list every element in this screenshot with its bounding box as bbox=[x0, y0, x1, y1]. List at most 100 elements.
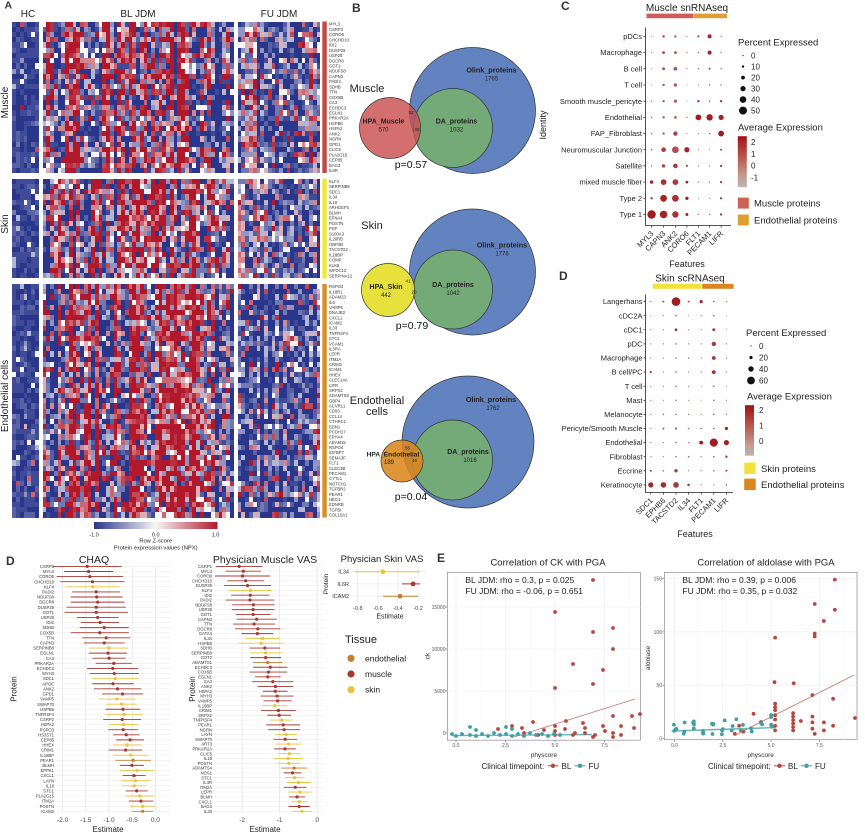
svg-text:Neuromuscular Junction: Neuromuscular Junction bbox=[561, 145, 642, 154]
svg-text:55: 55 bbox=[405, 446, 411, 451]
svg-text:COMP: COMP bbox=[329, 258, 342, 263]
svg-text:Smooth muscle_pericyte: Smooth muscle_pericyte bbox=[560, 97, 642, 106]
svg-text:p=0.04: p=0.04 bbox=[395, 491, 428, 503]
svg-text:IDI2: IDI2 bbox=[329, 43, 337, 48]
svg-text:EGLN1: EGLN1 bbox=[198, 674, 212, 679]
svg-text:E: E bbox=[437, 551, 445, 565]
svg-text:ICAM2: ICAM2 bbox=[332, 594, 349, 600]
svg-text:PEAR1: PEAR1 bbox=[329, 492, 343, 497]
svg-text:SRPX2: SRPX2 bbox=[329, 388, 343, 393]
svg-text:Estimate: Estimate bbox=[249, 825, 281, 834]
svg-text:10000: 10000 bbox=[432, 647, 446, 653]
svg-text:cDC1: cDC1 bbox=[624, 325, 643, 334]
svg-text:PADI2: PADI2 bbox=[42, 590, 54, 595]
svg-text:POSTN: POSTN bbox=[198, 761, 212, 766]
svg-text:COX5B: COX5B bbox=[329, 95, 343, 100]
svg-text:ECHDC3: ECHDC3 bbox=[329, 105, 347, 110]
svg-text:0.0: 0.0 bbox=[151, 817, 160, 824]
svg-text:Protein: Protein bbox=[188, 676, 197, 701]
svg-text:IL18R1: IL18R1 bbox=[329, 289, 343, 294]
svg-text:0.0: 0.0 bbox=[453, 743, 460, 749]
svg-text:SWAP70: SWAP70 bbox=[37, 702, 55, 707]
svg-text:MYL3: MYL3 bbox=[201, 569, 213, 574]
svg-text:CLEC3B: CLEC3B bbox=[329, 466, 345, 471]
svg-text:7.5: 7.5 bbox=[816, 743, 823, 749]
svg-text:5.0: 5.0 bbox=[552, 743, 559, 749]
svg-text:HEG1: HEG1 bbox=[329, 497, 341, 502]
svg-text:KLF4: KLF4 bbox=[202, 588, 213, 593]
svg-text:cells: cells bbox=[366, 406, 389, 418]
svg-text:Keratinocyte: Keratinocyte bbox=[601, 481, 643, 490]
svg-text:CCL14: CCL14 bbox=[329, 414, 343, 419]
svg-text:TNFRSF4: TNFRSF4 bbox=[193, 718, 213, 723]
svg-text:-1: -1 bbox=[751, 173, 759, 182]
svg-text:Olink_proteins: Olink_proteins bbox=[466, 395, 516, 404]
svg-text:2: 2 bbox=[751, 138, 756, 147]
svg-text:Physician Muscle VAS: Physician Muscle VAS bbox=[213, 554, 317, 566]
svg-text:0: 0 bbox=[759, 342, 764, 351]
svg-text:DUSP29: DUSP29 bbox=[329, 48, 346, 53]
svg-text:STC1: STC1 bbox=[201, 775, 212, 780]
svg-text:LEPR: LEPR bbox=[329, 352, 340, 357]
svg-text:IDI2: IDI2 bbox=[46, 620, 54, 625]
svg-text:PRKAR2A: PRKAR2A bbox=[329, 116, 349, 121]
svg-text:ART3: ART3 bbox=[201, 742, 212, 747]
svg-text:50: 50 bbox=[656, 683, 662, 689]
svg-text:BL: BL bbox=[788, 762, 798, 771]
svg-text:SERPINB8: SERPINB8 bbox=[191, 650, 212, 655]
svg-text:POSTN: POSTN bbox=[40, 804, 54, 809]
svg-text:HSPB6: HSPB6 bbox=[198, 641, 212, 646]
svg-text:physcore: physcore bbox=[531, 752, 558, 759]
svg-text:0: 0 bbox=[751, 162, 756, 171]
svg-text:BL: BL bbox=[562, 762, 572, 771]
svg-text:Percent Expressed: Percent Expressed bbox=[738, 38, 818, 49]
svg-text:Features: Features bbox=[669, 259, 705, 269]
svg-text:NDUFS8: NDUFS8 bbox=[37, 595, 54, 600]
svg-text:TNFRSF4: TNFRSF4 bbox=[329, 331, 349, 336]
svg-text:Type 1: Type 1 bbox=[619, 210, 642, 219]
svg-text:ADAM23: ADAM23 bbox=[329, 295, 346, 300]
svg-text:MYL3: MYL3 bbox=[329, 22, 341, 27]
svg-text:GBP4: GBP4 bbox=[329, 398, 341, 403]
svg-text:D: D bbox=[559, 269, 568, 283]
svg-text:IL34: IL34 bbox=[338, 570, 349, 576]
svg-text:DA_proteins: DA_proteins bbox=[436, 119, 478, 126]
svg-text:PLA2G15: PLA2G15 bbox=[329, 152, 348, 157]
svg-text:Muscle snRNAseq: Muscle snRNAseq bbox=[646, 3, 728, 14]
svg-text:CSRP2: CSRP2 bbox=[40, 717, 55, 722]
svg-text:skin: skin bbox=[365, 685, 380, 695]
svg-text:BLMH: BLMH bbox=[200, 794, 212, 799]
svg-text:COX5B: COX5B bbox=[198, 670, 212, 675]
svg-text:T cell: T cell bbox=[625, 382, 643, 391]
svg-text:Eccrine: Eccrine bbox=[617, 466, 642, 475]
svg-text:SWAP70: SWAP70 bbox=[195, 737, 213, 742]
svg-text:KLK8: KLK8 bbox=[329, 263, 340, 268]
svg-text:Satellite: Satellite bbox=[615, 162, 642, 171]
svg-text:CLIC5: CLIC5 bbox=[329, 147, 342, 152]
svg-text:Clinical timepoint:: Clinical timepoint: bbox=[482, 762, 545, 771]
svg-text:SDHB: SDHB bbox=[329, 84, 341, 89]
svg-text:30: 30 bbox=[414, 127, 420, 132]
svg-text:cDC2A: cDC2A bbox=[619, 311, 643, 320]
svg-text:PRKAR2A: PRKAR2A bbox=[34, 661, 54, 666]
svg-text:VCAM1: VCAM1 bbox=[329, 341, 344, 346]
svg-text:IL5RA: IL5RA bbox=[329, 346, 341, 351]
svg-text:442: 442 bbox=[381, 293, 392, 299]
svg-text:7.5: 7.5 bbox=[601, 743, 608, 749]
svg-text:B cell: B cell bbox=[624, 64, 643, 73]
svg-text:HSPA2: HSPA2 bbox=[329, 126, 343, 131]
svg-text:HPA_Endothelial: HPA_Endothelial bbox=[367, 452, 420, 459]
svg-text:PRKAR2A: PRKAR2A bbox=[192, 746, 212, 751]
svg-text:Macrophage: Macrophage bbox=[601, 354, 643, 363]
svg-text:DGCR8: DGCR8 bbox=[39, 600, 54, 605]
svg-text:FU JDM: rho = -0.06, p = 0.651: FU JDM: rho = -0.06, p = 0.651 bbox=[465, 586, 583, 596]
svg-text:ITM2A: ITM2A bbox=[200, 785, 213, 790]
svg-text:HC: HC bbox=[21, 9, 35, 20]
svg-text:MYH3: MYH3 bbox=[42, 671, 54, 676]
svg-text:STC1: STC1 bbox=[43, 788, 54, 793]
svg-text:TNFRSF4: TNFRSF4 bbox=[35, 712, 55, 717]
svg-text:IL18BP: IL18BP bbox=[329, 252, 343, 257]
svg-text:20: 20 bbox=[411, 290, 417, 295]
svg-text:CAPN3: CAPN3 bbox=[198, 617, 213, 622]
svg-text:IL18: IL18 bbox=[204, 756, 213, 761]
